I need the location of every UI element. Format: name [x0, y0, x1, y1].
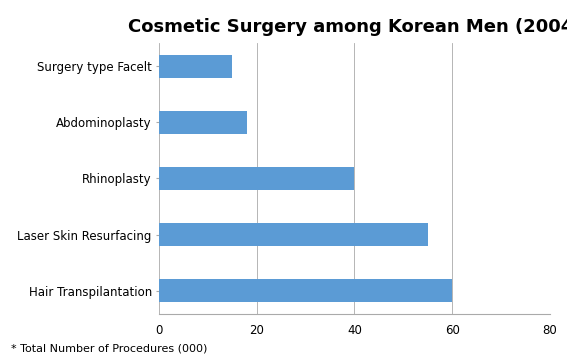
- Bar: [159, 55, 232, 77]
- Bar: [159, 167, 354, 190]
- Text: * Total Number of Procedures (000): * Total Number of Procedures (000): [11, 343, 208, 353]
- Title: Cosmetic Surgery among Korean Men (2004): Cosmetic Surgery among Korean Men (2004): [128, 18, 567, 36]
- Bar: [159, 280, 452, 302]
- Bar: [159, 111, 247, 134]
- Bar: [159, 223, 428, 246]
